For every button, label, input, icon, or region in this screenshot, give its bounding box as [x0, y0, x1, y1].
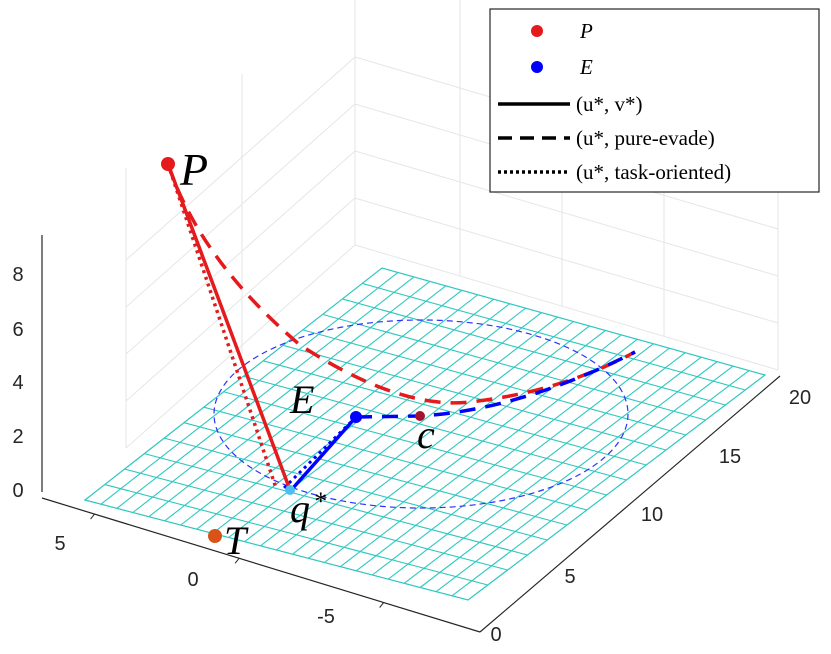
- floor-grid-line: [260, 316, 558, 547]
- label-E: E: [289, 377, 314, 422]
- legend-label-P: P: [579, 19, 593, 43]
- legend-label-dashed: (u*, pure-evade): [576, 126, 715, 150]
- z-tick-label: 6: [12, 319, 23, 341]
- wall-grid-line: [354, 150, 779, 277]
- wall-grid-line: [354, 244, 779, 371]
- floor-grid-line: [419, 361, 718, 588]
- floor-grid-line: [183, 422, 568, 526]
- floor-grid-line: [132, 280, 431, 513]
- z-tick-label: 0: [12, 480, 23, 502]
- x-tick-label: 0: [187, 569, 198, 591]
- reachable-circle: [213, 319, 629, 509]
- evader-path-pure-evade: [355, 350, 636, 419]
- trajectories: [166, 163, 636, 492]
- floor-grid-line: [104, 484, 488, 586]
- y-tick-label: 5: [564, 566, 575, 588]
- label-P: P: [179, 144, 208, 195]
- label-q: q: [290, 486, 310, 531]
- floor-grid-line: [124, 468, 508, 571]
- floor-grid-line: [387, 352, 686, 580]
- floor-grid-line: [342, 298, 726, 406]
- legend-label-E: E: [579, 55, 593, 79]
- floor-grid-line: [148, 285, 447, 518]
- floor-grid-line: [322, 313, 706, 421]
- y-tick-label: 15: [719, 446, 741, 468]
- evader-path-solid: [291, 415, 358, 490]
- capture-point-marker: [285, 485, 295, 495]
- wall-grid-line: [125, 56, 356, 261]
- y-axis-line: [479, 375, 781, 633]
- x-tick-mark: [379, 602, 385, 608]
- floor-grid-line: [144, 453, 528, 556]
- evader-path-task-oriented: [280, 415, 358, 492]
- legend-marker-E: [531, 61, 543, 73]
- floor-grid-line: [403, 356, 702, 584]
- wall-grid-line: [125, 197, 356, 402]
- floor-grid-line: [308, 329, 606, 559]
- floor-grid-line: [339, 338, 638, 568]
- wall-grid-line: [125, 103, 356, 308]
- floor-grid-line: [228, 307, 526, 538]
- floor-grid-line: [302, 329, 686, 436]
- pursuer-marker: [161, 157, 175, 171]
- floor-grid-line: [292, 325, 590, 555]
- floor-grid-line: [263, 360, 647, 466]
- label-T: T: [224, 518, 249, 563]
- x-tick-mark: [234, 557, 240, 564]
- evader-marker: [350, 411, 362, 423]
- label-c: c: [417, 412, 435, 457]
- pursuer-path-solid: [166, 163, 292, 491]
- floor-grid: [83, 267, 767, 601]
- floor-grid-line: [324, 334, 622, 563]
- legend-box: [489, 8, 820, 193]
- pursuer-path-task-oriented: [166, 163, 278, 489]
- floor-grid-line: [276, 321, 574, 551]
- legend: P E (u*, v*) (u*, pure-evade) (u*, task-…: [489, 8, 820, 193]
- pursuer-path-pure-evade: [166, 163, 636, 405]
- wall-grid-line: [125, 244, 356, 449]
- floor-grid-line: [164, 437, 548, 541]
- floor-grid-line: [362, 282, 746, 391]
- z-tick-label: 4: [12, 372, 23, 394]
- floor-grid-line: [243, 375, 627, 481]
- wall-grid-line: [125, 150, 356, 355]
- z-tick-label: 2: [12, 426, 23, 448]
- floor-grid-line: [451, 370, 750, 597]
- axis-ticks: 0 2 4 6 8 5 0 -5 0 5 10 15 20: [12, 264, 811, 646]
- target-marker: [208, 529, 222, 543]
- floor-grid-line: [371, 347, 670, 576]
- x-axis-line: [41, 497, 481, 633]
- y-tick-label: 20: [789, 387, 811, 409]
- x-tick-label: 5: [54, 533, 65, 555]
- legend-marker-P: [531, 25, 543, 37]
- y-tick-label: 10: [641, 504, 663, 526]
- floor-grid-line: [196, 298, 495, 530]
- y-tick-label: 0: [490, 624, 501, 646]
- wall-grid-line: [354, 197, 779, 324]
- floor-grid-line: [244, 312, 542, 543]
- x-tick-label: -5: [317, 606, 335, 628]
- label-q-superscript: *: [313, 487, 326, 516]
- floor-grid-line: [223, 391, 607, 496]
- floor-grid-line: [100, 272, 399, 505]
- center-marker: [415, 411, 425, 421]
- z-tick-label: 8: [12, 264, 23, 286]
- floor-grid-line: [164, 289, 463, 522]
- legend-label-solid: (u*, v*): [576, 92, 643, 116]
- legend-label-dotted: (u*, task-oriented): [576, 160, 731, 184]
- back-walls: [41, 0, 781, 633]
- floor-grid-line: [435, 365, 734, 593]
- x-tick-mark: [90, 513, 95, 520]
- floor-grid-line: [180, 294, 479, 526]
- floor-grid-line: [116, 276, 415, 509]
- floor-grid-line: [282, 344, 667, 451]
- floor-grid-line: [203, 406, 587, 511]
- floor-grid-line: [355, 343, 654, 572]
